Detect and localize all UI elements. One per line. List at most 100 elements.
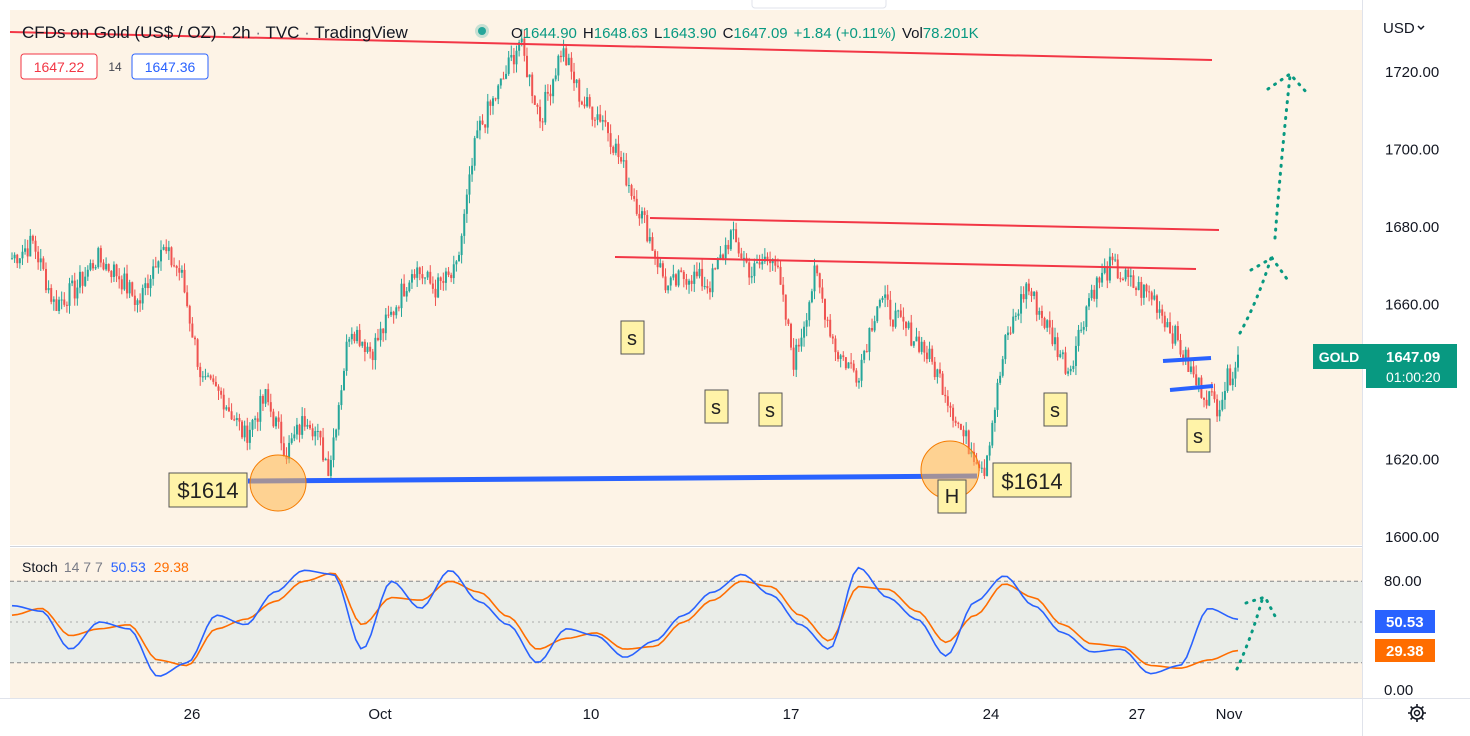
candle-body — [980, 467, 983, 469]
candle-body — [238, 417, 241, 422]
chevron-down-icon[interactable] — [1417, 25, 1425, 31]
candle-body — [327, 458, 330, 476]
stoch-d-line[interactable] — [11, 572, 1239, 670]
candle-body — [86, 269, 89, 277]
time-axis[interactable]: 26 Oct 10 17 24 27 Nov — [184, 706, 1243, 723]
candle-body — [52, 299, 55, 302]
candle-body — [259, 396, 262, 422]
candle-body — [722, 254, 725, 259]
candle-body — [204, 376, 207, 378]
candle-body — [570, 57, 573, 72]
candle-body — [698, 268, 701, 277]
price-axis[interactable]: 1600.00 1620.00 1660.00 1680.00 1700.00 1720.… — [1385, 64, 1439, 546]
candle-body — [1103, 268, 1106, 273]
candle-body — [241, 421, 244, 438]
candle-body — [735, 229, 738, 243]
candle-body — [905, 321, 908, 329]
resistance-line-neckline[interactable] — [614, 256, 1197, 270]
candle-body — [617, 143, 620, 158]
candle-body — [648, 237, 651, 242]
resistance-line-top[interactable] — [9, 31, 1213, 61]
candle-body — [149, 278, 152, 289]
candle-body — [664, 276, 667, 291]
candle-body — [1132, 275, 1135, 288]
candle-body — [139, 300, 142, 304]
flag-line-upper[interactable] — [1162, 356, 1212, 363]
shoulder-box-5 — [1186, 418, 1211, 453]
candle-body — [638, 213, 641, 219]
candle-body — [774, 258, 777, 266]
candle-body — [996, 382, 999, 410]
candle-body — [162, 246, 165, 250]
candle-body — [319, 430, 322, 438]
candle-body — [235, 417, 238, 420]
currency-label[interactable]: USD — [1383, 20, 1415, 37]
candle-body — [272, 411, 275, 427]
resistance-line-upper[interactable] — [649, 217, 1220, 231]
candle-body — [949, 405, 952, 408]
candle-body — [73, 280, 76, 299]
time-tick-label: Nov — [1216, 706, 1243, 723]
gear-icon[interactable] — [1408, 704, 1426, 722]
candle-body — [829, 319, 832, 337]
candle-body — [944, 394, 947, 397]
candle-body — [269, 402, 272, 412]
candle-body — [633, 196, 636, 199]
candle-body — [1012, 316, 1015, 333]
last-price-tag[interactable]: GOLD 1647.09 01:00:20 — [1313, 344, 1457, 388]
ask-box[interactable] — [131, 53, 209, 80]
bid-box[interactable] — [20, 53, 98, 80]
candle-body — [136, 300, 139, 305]
candle-body — [860, 359, 863, 381]
candle-body — [429, 271, 432, 284]
shoulder-box-1 — [620, 320, 645, 355]
candle-body — [536, 104, 539, 107]
candle-body — [1119, 278, 1122, 280]
candle-body — [541, 121, 544, 123]
candle-body — [505, 73, 508, 79]
candle-body — [588, 97, 591, 107]
candle-body — [358, 329, 361, 346]
candle-body — [1205, 399, 1208, 406]
legend-dot: · — [217, 23, 232, 42]
stoch-k-line[interactable] — [11, 566, 1239, 677]
candles-layer — [11, 28, 1239, 479]
legend[interactable]: CFDs on Gold (US$ / OZ) · 2h · TVC · Tra… — [20, 23, 979, 80]
shoulder-label-5: s — [1193, 426, 1203, 448]
candle-body — [847, 362, 850, 369]
flag-line-lower[interactable] — [1169, 384, 1214, 392]
candle-body — [471, 165, 474, 175]
candle-body — [447, 271, 450, 275]
candle-body — [803, 326, 806, 338]
candle-body — [938, 369, 941, 374]
candle-body — [865, 350, 868, 352]
candle-body — [1014, 315, 1017, 317]
candle-body — [21, 251, 24, 259]
last-price: 1647.09 — [1386, 349, 1440, 366]
support-line[interactable] — [247, 473, 978, 484]
candle-body — [476, 130, 479, 139]
price-change: +1.84 (+0.11%) — [794, 25, 896, 42]
market-status-icon[interactable] — [478, 27, 486, 35]
candle-body — [214, 381, 217, 387]
stoch-legend[interactable]: Stoch 14 7 7 50.53 29.38 — [22, 559, 189, 575]
spread: 14 — [108, 60, 122, 74]
candle-body — [844, 357, 847, 369]
top-handle[interactable] — [751, 0, 887, 9]
candle-body — [1195, 374, 1198, 386]
candle-body — [1237, 354, 1239, 368]
candle-body — [1203, 397, 1206, 400]
candle-body — [267, 389, 270, 403]
candle-body — [797, 344, 800, 347]
candle-body — [76, 287, 79, 299]
candle-body — [640, 211, 643, 219]
currency-selector[interactable]: USD — [1383, 20, 1425, 37]
candle-body — [941, 373, 944, 395]
candle-body — [1072, 365, 1075, 369]
candle-body — [437, 277, 440, 298]
candle-body — [180, 269, 183, 273]
legend-main[interactable]: CFDs on Gold (US$ / OZ) · 2h · TVC · Tra… — [22, 23, 409, 42]
candle-body — [586, 97, 589, 107]
candle-body — [525, 55, 528, 78]
candle-body — [1069, 368, 1072, 372]
